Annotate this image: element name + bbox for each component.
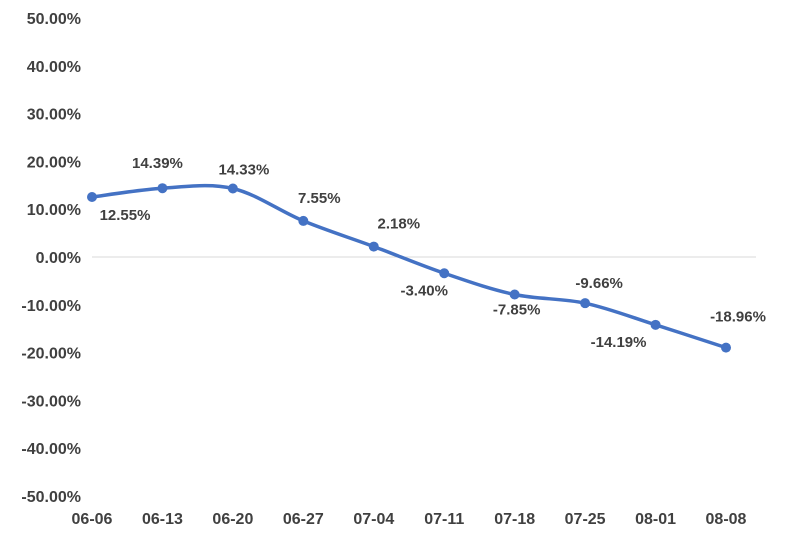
series-line [90,183,728,350]
x-tick-label: 07-25 [565,511,606,528]
x-tick-label: 06-13 [142,511,183,528]
x-tick-label: 06-06 [72,511,113,528]
data-label: 7.55% [298,190,341,207]
data-point [650,319,661,330]
y-tick-label: 50.00% [27,11,81,28]
y-axis-ticks: 50.00% 40.00% 30.00% 20.00% 10.00% 0.00% -10.0… [21,11,81,506]
data-point [721,342,731,353]
y-tick-label: -20.00% [21,346,81,363]
data-point [157,183,168,194]
x-axis-ticks: 06-06 06-13 06-20 06-27 07-04 07-11 07-18 07-25… [72,511,747,528]
data-label: -18.96% [710,309,766,326]
x-tick-label: 07-18 [494,511,535,528]
data-label: 2.18% [378,216,421,233]
y-tick-label: -50.00% [21,489,81,506]
y-tick-label: -40.00% [21,441,81,458]
x-tick-label: 06-27 [283,511,324,528]
x-tick-label: 06-20 [212,511,253,528]
x-tick-label: 08-01 [635,511,676,528]
data-label: -14.19% [591,334,647,351]
data-point [509,289,520,300]
data-point [580,298,591,309]
y-tick-label: -30.00% [21,393,81,410]
data-points [87,183,731,353]
y-tick-label: 0.00% [36,250,81,267]
data-label: 12.55% [100,207,151,224]
data-point [368,241,379,252]
x-tick-label: 08-08 [706,511,747,528]
x-tick-label: 07-04 [353,511,394,528]
y-tick-label: 40.00% [27,59,81,76]
data-labels: 12.55% 14.39% 14.33% 7.55% 2.18% -3.40% -7.85%… [100,155,766,351]
data-point [87,192,97,203]
data-label: -7.85% [493,302,541,319]
y-tick-label: -10.00% [21,298,81,315]
x-tick-label: 07-11 [424,511,464,528]
data-label: 14.39% [132,155,183,172]
data-point [227,183,238,194]
data-point [439,268,450,279]
y-tick-label: 10.00% [27,202,81,219]
data-label: 14.33% [218,162,269,179]
y-tick-label: 30.00% [27,107,81,124]
y-tick-label: 20.00% [27,154,81,171]
data-label: -9.66% [575,275,623,292]
data-label: -3.40% [400,282,448,299]
data-point [298,215,309,226]
